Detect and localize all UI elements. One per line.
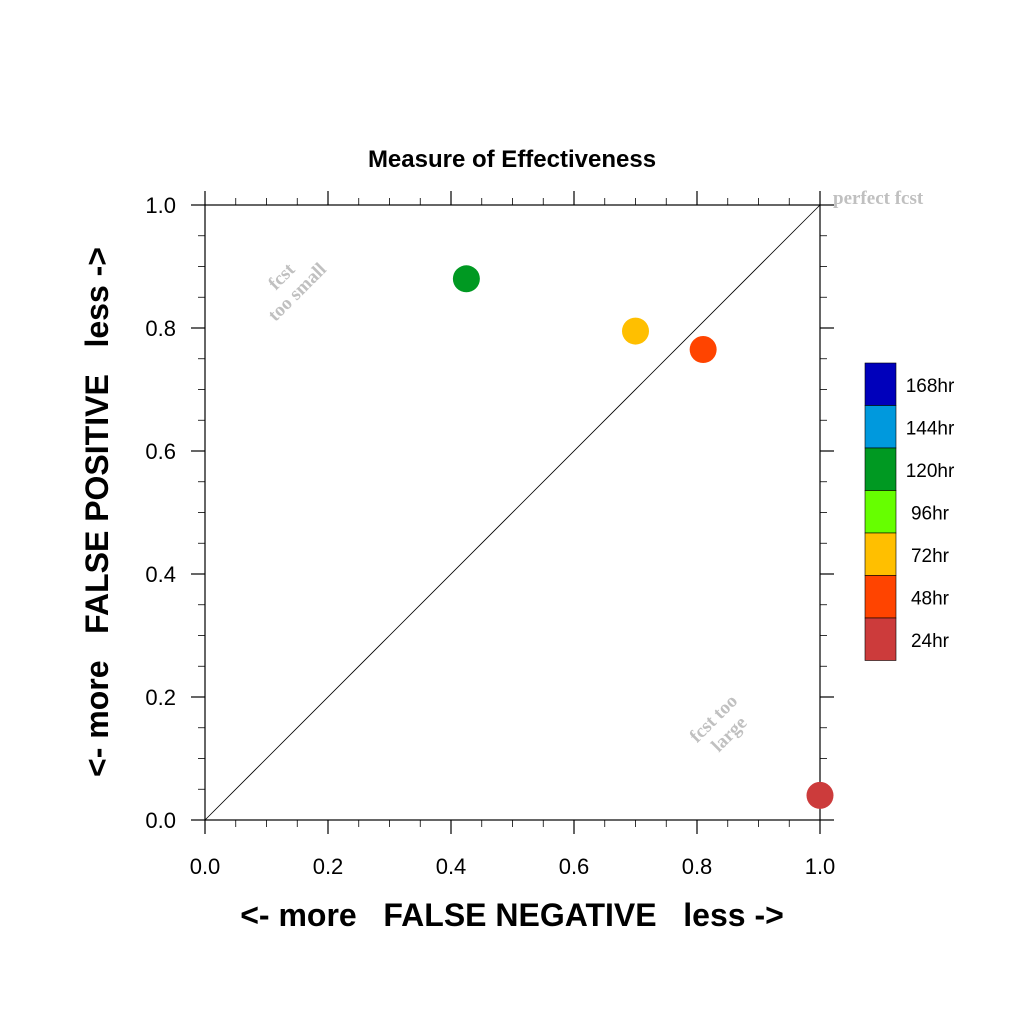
y-tick-label: 0.8 xyxy=(145,316,176,341)
annotation-perfect-fcst: perfect fcst xyxy=(833,188,924,209)
y-tick-label: 0.6 xyxy=(145,439,176,464)
x-tick-label: 0.6 xyxy=(559,854,590,879)
data-points xyxy=(452,265,834,809)
data-point-48hr xyxy=(689,336,717,364)
data-point-24hr xyxy=(806,781,834,809)
legend-swatch-144hr xyxy=(864,405,897,449)
legend-swatch-72hr xyxy=(864,532,897,576)
plot-area: 0.0 0.2 0.4 0.6 0.8 1.0 0.0 0.2 0.4 0.6 0.8 1.0 xyxy=(145,191,835,879)
y-tick-label: 0.0 xyxy=(145,808,176,833)
annotation-fcst-too-large: fcst too large xyxy=(686,691,752,757)
legend: 168hr 144hr 120hr 96hr 72hr 48hr 24hr xyxy=(864,362,955,661)
chart-title: Measure of Effectiveness xyxy=(368,146,656,173)
x-tick-label: 0.0 xyxy=(190,854,221,879)
legend-label-96hr: 96hr xyxy=(911,504,950,525)
legend-swatch-96hr xyxy=(864,490,897,534)
annotation-fcst-too-small: fcst too small xyxy=(264,259,331,326)
legend-label-144hr: 144hr xyxy=(906,419,955,440)
data-point-120hr xyxy=(452,265,480,293)
legend-swatch-120hr xyxy=(864,447,897,491)
y-tick-label: 0.2 xyxy=(145,685,176,710)
x-tick-label: 0.4 xyxy=(436,854,467,879)
x-axis-label: <- more FALSE NEGATIVE less -> xyxy=(240,897,784,933)
legend-swatch-168hr xyxy=(864,362,897,406)
y-axis-label: <- more FALSE POSITIVE less -> xyxy=(79,247,115,777)
legend-label-48hr: 48hr xyxy=(911,589,950,610)
x-tick-label: 1.0 xyxy=(805,854,836,879)
axis-ticks xyxy=(191,191,834,834)
y-tick-labels: 0.0 0.2 0.4 0.6 0.8 1.0 xyxy=(145,193,176,833)
x-tick-label: 0.2 xyxy=(313,854,344,879)
legend-label-24hr: 24hr xyxy=(911,631,950,652)
legend-swatch-24hr xyxy=(864,617,897,661)
legend-label-120hr: 120hr xyxy=(906,461,955,482)
y-tick-label: 1.0 xyxy=(145,193,176,218)
legend-label-72hr: 72hr xyxy=(911,546,950,567)
data-point-72hr xyxy=(622,317,649,345)
x-tick-label: 0.8 xyxy=(682,854,713,879)
y-tick-label: 0.4 xyxy=(145,562,176,587)
diagonal-reference-line xyxy=(204,204,821,821)
legend-swatch-48hr xyxy=(864,575,897,619)
x-tick-labels: 0.0 0.2 0.4 0.6 0.8 1.0 xyxy=(190,854,836,879)
legend-label-168hr: 168hr xyxy=(906,376,955,397)
